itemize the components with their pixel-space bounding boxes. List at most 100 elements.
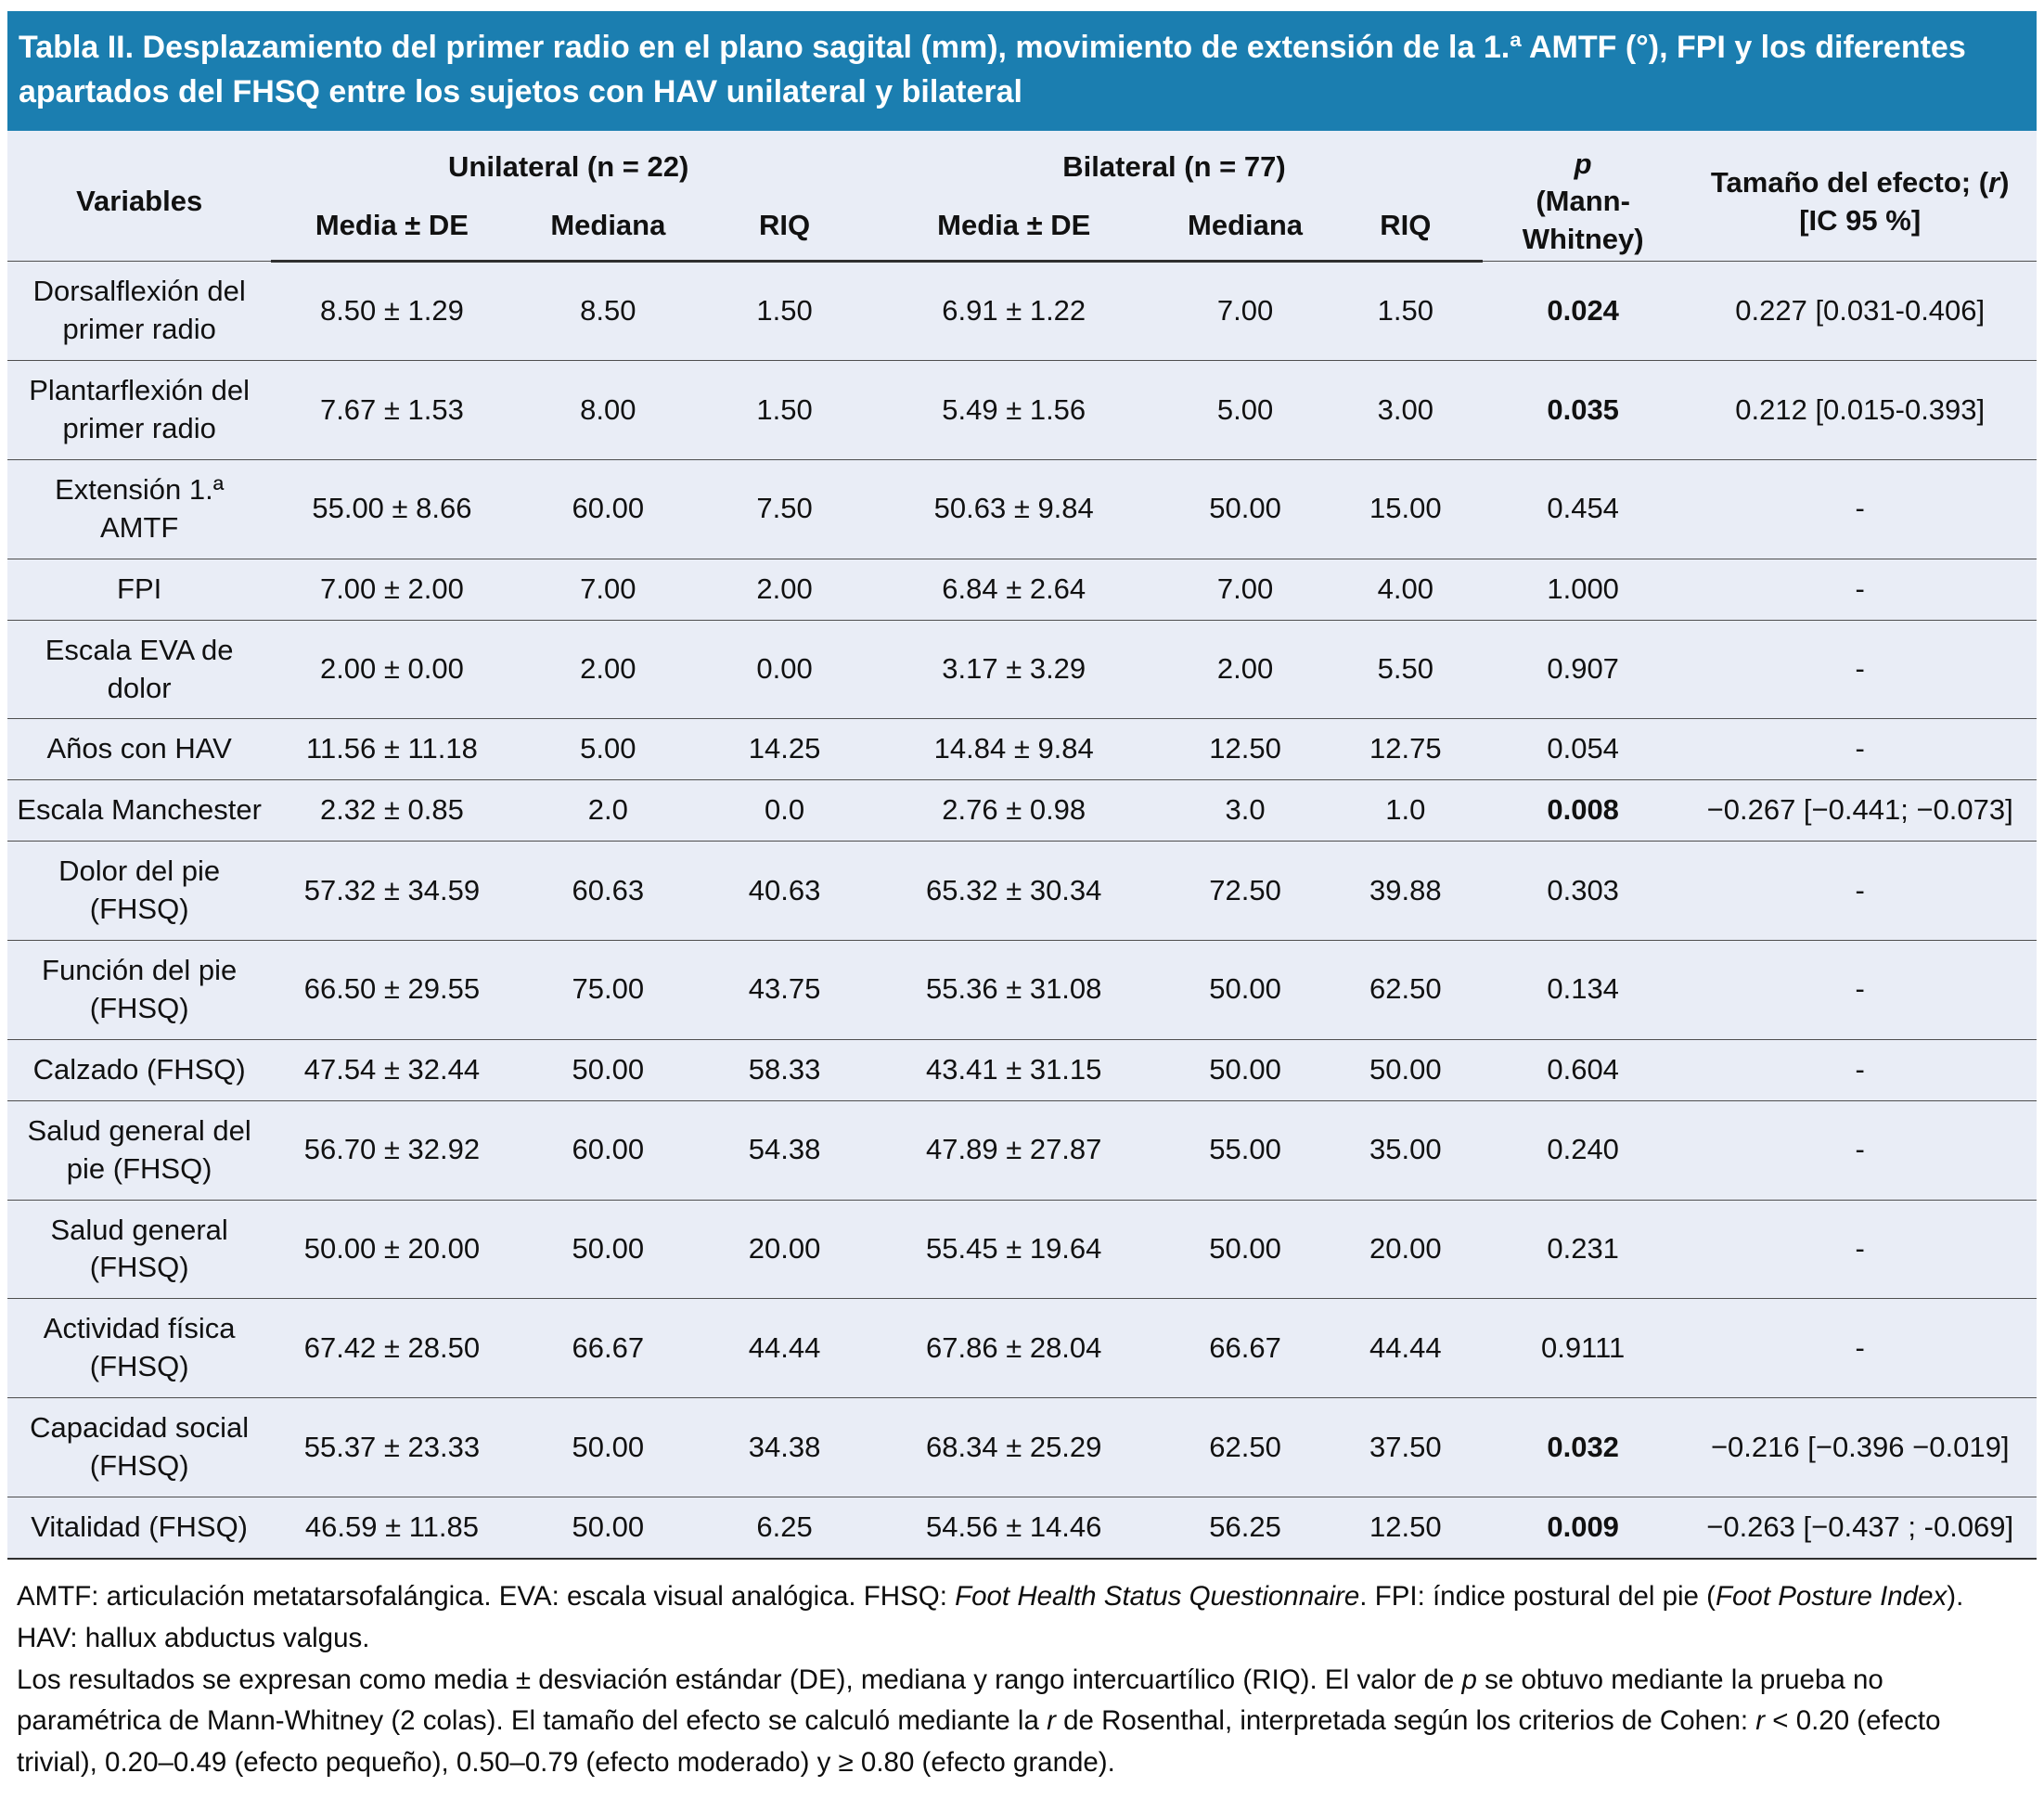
bil-riq-cell: 1.0 <box>1328 779 1483 842</box>
uni-riq-cell: 14.25 <box>703 718 867 780</box>
effect-size-cell: - <box>1683 1038 2037 1101</box>
table-row: Salud general del pie (FHSQ) 56.70 ± 32.… <box>7 1099 2037 1201</box>
bil-media-cell: 6.84 ± 2.64 <box>866 558 1163 621</box>
abbrev-fpi-name: Foot Posture Index <box>1715 1580 1948 1612</box>
uni-riq-cell: 6.25 <box>703 1496 867 1560</box>
bil-media-cell: 47.89 ± 27.87 <box>866 1099 1163 1201</box>
p-value-cell: 0.024 <box>1482 261 1684 361</box>
effect-size-cell: - <box>1683 458 2037 559</box>
variable-cell: Dolor del pie (FHSQ) <box>7 841 272 941</box>
uni-media-cell: 55.37 ± 23.33 <box>271 1397 513 1497</box>
uni-media-cell: 66.50 ± 29.55 <box>271 940 513 1040</box>
table-row: Capacidad social (FHSQ) 55.37 ± 23.33 50… <box>7 1397 2037 1497</box>
bil-media-cell: 67.86 ± 28.04 <box>866 1298 1163 1398</box>
uni-mediana-cell: 50.00 <box>512 1199 704 1299</box>
bil-riq-cell: 62.50 <box>1328 940 1483 1040</box>
variable-cell: FPI <box>7 558 272 621</box>
uni-riq-cell: 43.75 <box>703 940 867 1040</box>
table-row: Años con HAV 11.56 ± 11.18 5.00 14.25 14… <box>7 718 2037 780</box>
variable-cell: Extensión 1.ª AMTF <box>7 458 272 559</box>
uni-mediana-cell: 8.00 <box>512 360 704 460</box>
footnotes: AMTF: articulación metatarsofalángica. E… <box>7 1560 2037 1784</box>
abbrev-seg5: ). HAV: hallux abductus valgus. <box>17 1580 1964 1653</box>
uni-mediana-cell: 60.00 <box>512 1099 704 1201</box>
variable-cell: Escala Manchester <box>7 779 272 842</box>
uni-media-cell: 2.32 ± 0.85 <box>271 779 513 842</box>
uni-mediana-cell: 50.00 <box>512 1397 704 1497</box>
bil-riq-cell: 1.50 <box>1328 261 1483 361</box>
uni-mediana-cell: 7.00 <box>512 558 704 621</box>
p-value-cell: 0.032 <box>1482 1397 1684 1497</box>
bil-riq-cell: 15.00 <box>1328 458 1483 559</box>
bil-mediana-cell: 3.0 <box>1162 779 1329 842</box>
uni-mediana-cell: 60.00 <box>512 458 704 559</box>
p-value-cell: 0.008 <box>1482 779 1684 842</box>
effect-size-cell: 0.212 [0.015-0.393] <box>1683 360 2037 460</box>
bil-riq-cell: 37.50 <box>1328 1397 1483 1497</box>
uni-riq-cell: 44.44 <box>703 1298 867 1398</box>
effect-size-cell: - <box>1683 558 2037 621</box>
table-header: Variables Unilateral (n = 22) Bilateral … <box>7 131 2037 263</box>
col-header-effect-size: Tamaño del efecto; (r) [IC 95 %] <box>1683 131 2037 262</box>
uni-mediana-cell: 50.00 <box>512 1038 704 1101</box>
uni-riq-cell: 34.38 <box>703 1397 867 1497</box>
table-title: Tabla II. Desplazamiento del primer radi… <box>7 11 2037 131</box>
table-row: Plantarflexión del primer radio 7.67 ± 1… <box>7 360 2037 460</box>
uni-mediana-cell: 75.00 <box>512 940 704 1040</box>
bil-media-cell: 6.91 ± 1.22 <box>866 261 1163 361</box>
effect-size-cell: - <box>1683 940 2037 1040</box>
methods-r-symbol1: r <box>1047 1705 1056 1737</box>
p-symbol: p <box>1574 147 1592 180</box>
table-body: Dorsalflexión del primer radio 8.50 ± 1.… <box>7 261 2037 1560</box>
bil-mediana-cell: 12.50 <box>1162 718 1329 780</box>
bil-media-cell: 3.17 ± 3.29 <box>866 619 1163 719</box>
uni-mediana-cell: 2.00 <box>512 619 704 719</box>
p-test-line2: Whitney) <box>1522 223 1644 256</box>
effect-header-pre: Tamaño del efecto; ( <box>1710 165 1989 199</box>
uni-media-cell: 46.59 ± 11.85 <box>271 1496 513 1560</box>
table-row: Dolor del pie (FHSQ) 57.32 ± 34.59 60.63… <box>7 841 2037 941</box>
variable-cell: Plantarflexión del primer radio <box>7 360 272 460</box>
p-value-cell: 0.231 <box>1482 1199 1684 1299</box>
effect-size-cell: - <box>1683 841 2037 941</box>
p-value-cell: 0.035 <box>1482 360 1684 460</box>
effect-size-cell: - <box>1683 1199 2037 1299</box>
uni-riq-cell: 1.50 <box>703 360 867 460</box>
uni-mediana-cell: 60.63 <box>512 841 704 941</box>
table-row: FPI 7.00 ± 2.00 7.00 2.00 6.84 ± 2.64 7.… <box>7 558 2037 621</box>
uni-riq-cell: 2.00 <box>703 558 867 621</box>
variable-cell: Salud general (FHSQ) <box>7 1199 272 1299</box>
effect-size-cell: - <box>1683 718 2037 780</box>
uni-media-cell: 57.32 ± 34.59 <box>271 841 513 941</box>
effect-size-cell: −0.263 [−0.437 ; -0.069] <box>1683 1496 2037 1560</box>
bil-media-cell: 2.76 ± 0.98 <box>866 779 1163 842</box>
variable-cell: Actividad física (FHSQ) <box>7 1298 272 1398</box>
bil-mediana-cell: 56.25 <box>1162 1496 1329 1560</box>
effect-size-cell: - <box>1683 1298 2037 1398</box>
effect-size-cell: - <box>1683 619 2037 719</box>
uni-mediana-cell: 66.67 <box>512 1298 704 1398</box>
bil-mediana-cell: 62.50 <box>1162 1397 1329 1497</box>
effect-header-line1: Tamaño del efecto; (r) <box>1690 164 2029 202</box>
bil-mediana-cell: 50.00 <box>1162 1199 1329 1299</box>
uni-riq-cell: 0.0 <box>703 779 867 842</box>
bil-riq-cell: 35.00 <box>1328 1099 1483 1201</box>
uni-media-cell: 7.00 ± 2.00 <box>271 558 513 621</box>
group-header-unilateral: Unilateral (n = 22) <box>448 150 689 184</box>
uni-media-cell: 8.50 ± 1.29 <box>271 261 513 361</box>
bil-media-cell: 54.56 ± 14.46 <box>866 1496 1163 1560</box>
bil-mediana-cell: 7.00 <box>1162 558 1329 621</box>
uni-media-cell: 67.42 ± 28.50 <box>271 1298 513 1398</box>
sub-header-uni-mediana: Mediana <box>512 191 704 263</box>
variable-cell: Vitalidad (FHSQ) <box>7 1496 272 1560</box>
footnote-methods: Los resultados se expresan como media ± … <box>17 1660 2027 1784</box>
uni-riq-cell: 7.50 <box>703 458 867 559</box>
uni-riq-cell: 1.50 <box>703 261 867 361</box>
sub-header-bil-riq: RIQ <box>1328 191 1483 263</box>
bil-riq-cell: 50.00 <box>1328 1038 1483 1101</box>
bil-mediana-cell: 7.00 <box>1162 261 1329 361</box>
bil-riq-cell: 44.44 <box>1328 1298 1483 1398</box>
variable-cell: Función del pie (FHSQ) <box>7 940 272 1040</box>
uni-riq-cell: 20.00 <box>703 1199 867 1299</box>
bil-mediana-cell: 5.00 <box>1162 360 1329 460</box>
